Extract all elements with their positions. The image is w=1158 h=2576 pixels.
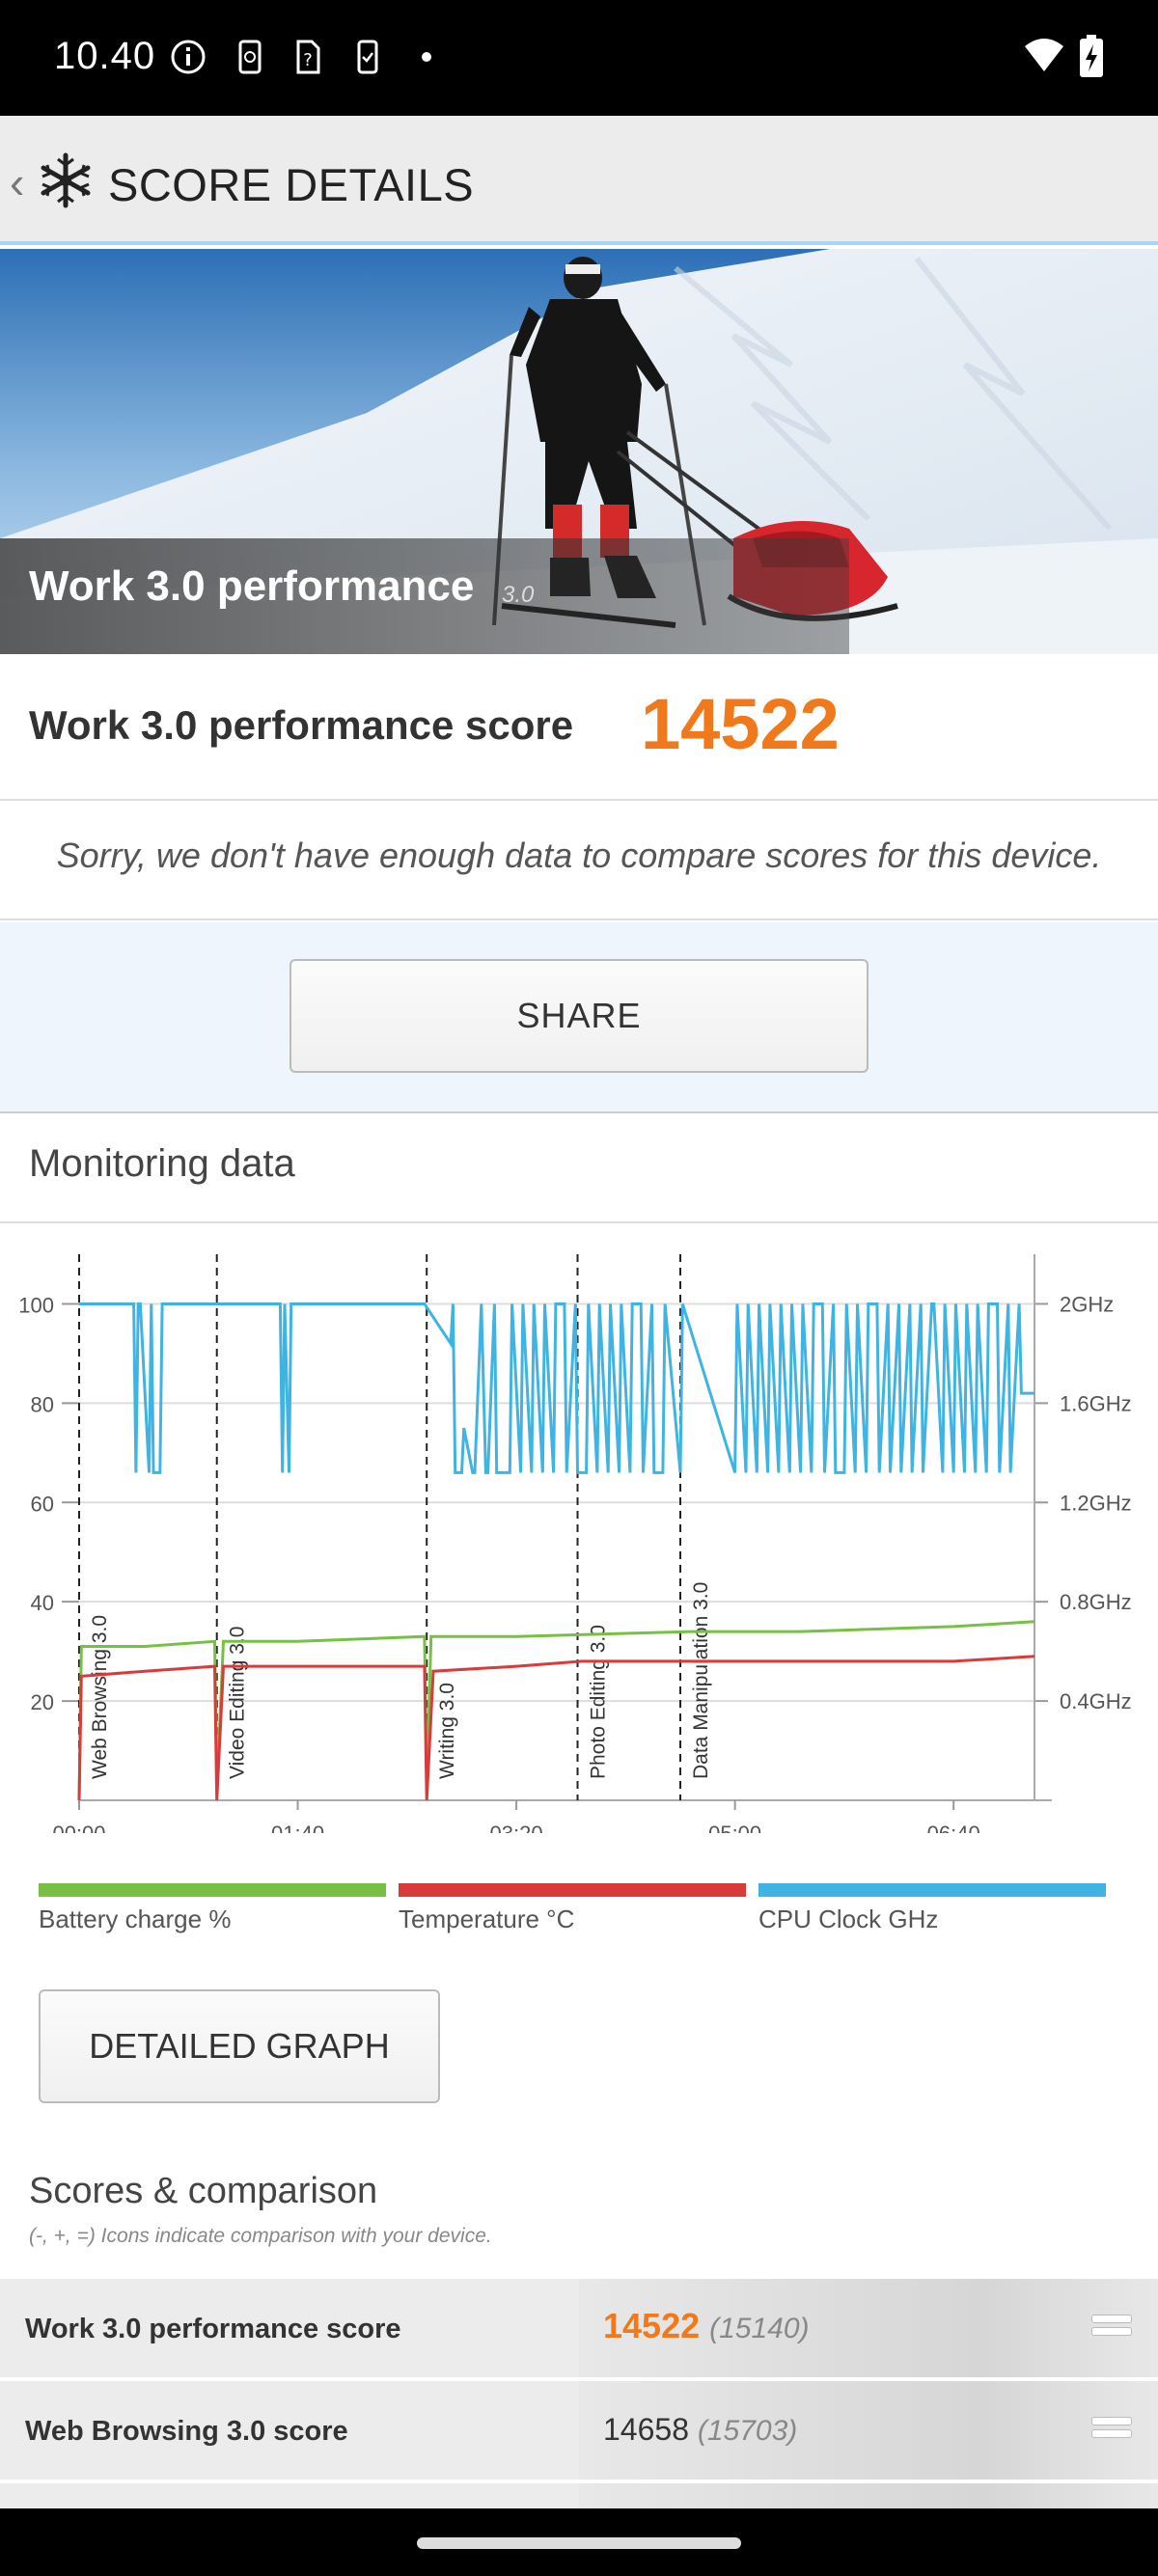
y-left-tick-label: 80: [31, 1392, 54, 1416]
phone-check-icon: [357, 40, 378, 74]
svg-text:?: ?: [303, 50, 313, 70]
comparison-notice-text: Sorry, we don't have enough data to comp…: [56, 836, 1102, 875]
row-score: 14658: [603, 2412, 689, 2447]
y-left-tick-label: 40: [31, 1591, 54, 1615]
phase-label: Data Manipulation 3.0: [690, 1582, 712, 1779]
x-tick-label: 03:20: [490, 1822, 543, 1833]
phase-label: Writing 3.0: [436, 1683, 458, 1779]
scores-table: Work 3.0 performance score 14522 (15140)…: [0, 2279, 1158, 2512]
equal-icon: [1092, 2316, 1131, 2339]
x-tick-label: 01:40: [271, 1822, 324, 1833]
score-label: Work 3.0 performance score: [29, 702, 574, 748]
phase-label: Video Editing 3.0: [227, 1627, 249, 1779]
monitoring-title: Monitoring data: [29, 1142, 295, 1185]
battery-line: [77, 1620, 1035, 1801]
home-gesture-handle[interactable]: [417, 2537, 741, 2549]
reference-score: (15703): [697, 2415, 798, 2447]
monitoring-header: Monitoring data: [0, 1113, 1158, 1223]
y-right-tick-label: 0.4GHz: [1060, 1689, 1132, 1713]
score-value-cell: 14658 (15703): [579, 2381, 1158, 2480]
hero-version: 3.0: [502, 582, 535, 608]
chart-legend: Battery charge % Temperature °C CPU Cloc…: [0, 1883, 1158, 1941]
score-value-text: 14658 (15703): [603, 2412, 797, 2448]
score-name-cell: Web Browsing 3.0 score: [0, 2381, 579, 2480]
scores-subtitle: (-, +, =) Icons indicate comparison with…: [29, 2225, 492, 2247]
row-score: 14522: [603, 2306, 701, 2345]
phase-label: Web Browsing 3.0: [89, 1615, 111, 1779]
share-area: SHARE: [0, 922, 1158, 1111]
phone-sync-icon: [238, 40, 262, 74]
score-name: Work 3.0 performance score: [25, 2314, 401, 2344]
score-value-cell: 14522 (15140): [579, 2279, 1158, 2377]
legend-cpu-label: CPU Clock GHz: [758, 1905, 939, 1933]
back-chevron-icon[interactable]: ‹: [10, 157, 25, 207]
phase-label: Photo Editing 3.0: [588, 1625, 610, 1779]
y-right-tick-label: 1.6GHz: [1060, 1391, 1132, 1415]
x-tick-label: 06:40: [927, 1822, 980, 1833]
legend-cpu-swatch: [758, 1883, 1106, 1897]
score-name: Web Browsing 3.0 score: [25, 2416, 348, 2447]
legend-cpu: CPU Clock GHz: [758, 1883, 1106, 1934]
score-name-cell: Work 3.0 performance score: [0, 2279, 579, 2377]
share-button[interactable]: SHARE: [290, 959, 868, 1073]
y-right-tick-label: 1.2GHz: [1060, 1491, 1132, 1515]
status-bar: 10.40 ?: [0, 0, 1158, 116]
equal-icon: [1092, 2418, 1131, 2441]
snowflake-logo-icon: [41, 152, 91, 208]
x-tick-label: 00:00: [52, 1822, 105, 1833]
score-value-text: 14522 (15140): [603, 2306, 810, 2346]
help-sim-icon: ?: [296, 40, 320, 74]
legend-temperature: Temperature °C: [399, 1883, 746, 1934]
score-value: 14522: [641, 684, 840, 764]
legend-temperature-label: Temperature °C: [399, 1905, 575, 1933]
score-value-cell: [579, 2483, 1158, 2512]
monitoring-chart: 100 80 60 40 20 2GHz 1.6GHz 1.2GHz 0.8GHz 0.4GHz 0…: [18, 1254, 1132, 1833]
comparison-notice: Sorry, we don't have enough data to comp…: [0, 801, 1158, 920]
score-row: Work 3.0 performance score 14522: [0, 654, 1158, 801]
temperature-line: [77, 1655, 1035, 1801]
info-icon: [171, 40, 206, 74]
app-header: ‹ SCORE DETAILS: [0, 116, 1158, 245]
y-right-tick-label: 0.8GHz: [1060, 1590, 1132, 1614]
battery-charging-icon: [1080, 35, 1103, 77]
legend-temperature-swatch: [399, 1883, 746, 1897]
hero-title-band: [0, 538, 849, 654]
notification-dot-icon: [422, 52, 431, 62]
legend-battery: Battery charge %: [39, 1883, 386, 1934]
hero-title: Work 3.0 performance: [29, 562, 475, 610]
hero-banner: Work 3.0 performance 3.0: [0, 249, 1158, 654]
y-right-tick-label: 2GHz: [1060, 1292, 1114, 1316]
table-row[interactable]: Work 3.0 performance score 14522 (15140): [0, 2279, 1158, 2381]
legend-battery-swatch: [39, 1883, 386, 1897]
navigation-bar: [0, 2508, 1158, 2576]
legend-battery-label: Battery charge %: [39, 1905, 232, 1933]
y-left-tick-label: 20: [31, 1690, 54, 1714]
table-row[interactable]: Web Browsing 3.0 score 14658 (15703): [0, 2381, 1158, 2483]
x-tick-label: 05:00: [708, 1822, 761, 1833]
status-time: 10.40: [54, 35, 156, 77]
page-title: SCORE DETAILS: [108, 159, 475, 210]
cpu-clock-line: [79, 1302, 1034, 1474]
detailed-graph-button[interactable]: DETAILED GRAPH: [39, 1989, 440, 2103]
y-left-tick-label: 100: [18, 1293, 54, 1317]
reference-score: (15140): [709, 2313, 810, 2344]
score-name-cell: [0, 2483, 579, 2512]
wifi-icon: [1025, 39, 1063, 71]
scores-title: Scores & comparison: [29, 2171, 378, 2211]
y-left-tick-label: 60: [31, 1492, 54, 1516]
